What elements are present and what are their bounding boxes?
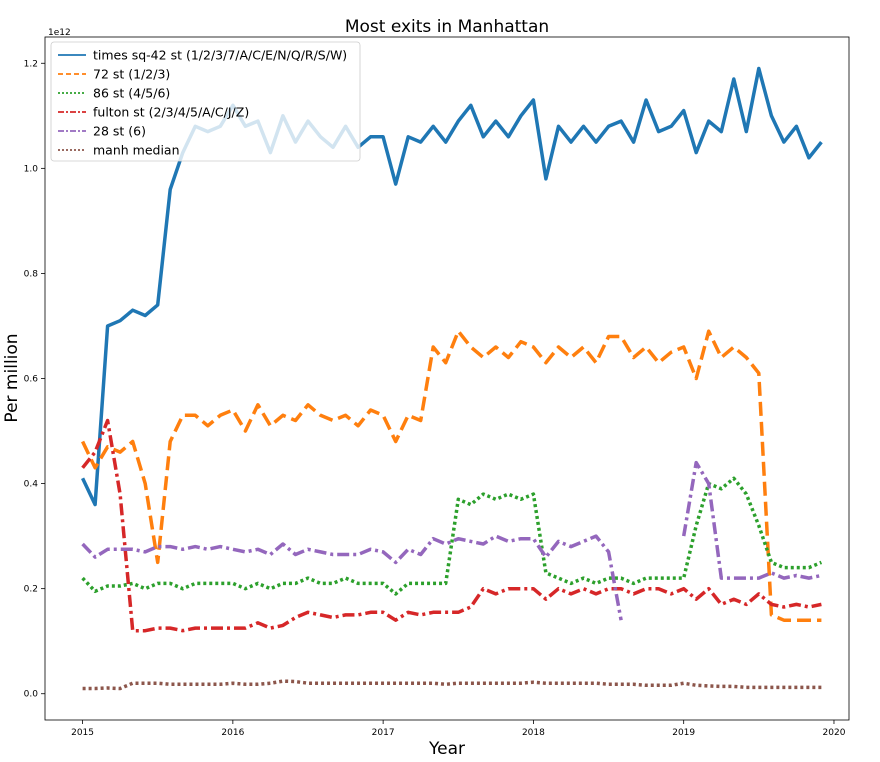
legend-label: 28 st (6) xyxy=(93,124,146,139)
x-tick-label: 2018 xyxy=(522,728,545,738)
x-tick-label: 2015 xyxy=(71,728,94,738)
legend-frame xyxy=(50,41,361,162)
legend-label: 72 st (1/2/3) xyxy=(93,67,170,82)
series-line-3 xyxy=(81,476,823,596)
series-line-5 xyxy=(81,460,822,621)
x-tick-label: 2017 xyxy=(372,728,395,738)
y-tick-label: 0.0 xyxy=(24,690,39,700)
series-line-2 xyxy=(81,329,822,622)
y-offset-text: 1e12 xyxy=(48,28,71,38)
y-tick-label: 1.0 xyxy=(24,164,39,174)
x-axis: 2015 2016 2017 2018 2019 2020 xyxy=(71,720,846,738)
y-tick-label: 0.8 xyxy=(24,269,39,279)
series-line-4 xyxy=(81,418,822,633)
legend-label: manh median xyxy=(93,143,180,158)
y-tick-label: 0.6 xyxy=(24,375,39,385)
x-tick-label: 2020 xyxy=(823,728,846,738)
chart-title: Most exits in Manhattan xyxy=(345,17,549,37)
x-tick-label: 2016 xyxy=(221,728,244,738)
series-line-6 xyxy=(82,679,822,691)
y-tick-label: 1.2 xyxy=(24,59,38,69)
legend-label: fulton st (2/3/4/5/A/C/J/Z) xyxy=(93,105,249,120)
y-axis-label: Per million xyxy=(2,333,22,422)
x-tick-label: 2019 xyxy=(672,728,695,738)
y-tick-label: 0.4 xyxy=(24,480,39,490)
plot-area: 2015 2016 2017 2018 2019 2020 0.0 0.2 0.4 0.6 0.8… xyxy=(24,36,850,738)
legend-items: times sq-42 st (1/2/3/7/A/C/E/N/Q/R/S/W)… xyxy=(58,48,347,158)
y-axis: 0.0 0.2 0.4 0.6 0.8 1.0 1.2 xyxy=(24,59,45,700)
series-layer xyxy=(81,66,823,691)
legend-label: times sq-42 st (1/2/3/7/A/C/E/N/Q/R/S/W) xyxy=(93,48,347,63)
y-tick-label: 0.2 xyxy=(24,585,38,595)
legend: times sq-42 st (1/2/3/7/A/C/E/N/Q/R/S/W)… xyxy=(50,41,361,162)
x-axis-label: Year xyxy=(428,739,465,759)
legend-label: 86 st (4/5/6) xyxy=(93,86,170,101)
